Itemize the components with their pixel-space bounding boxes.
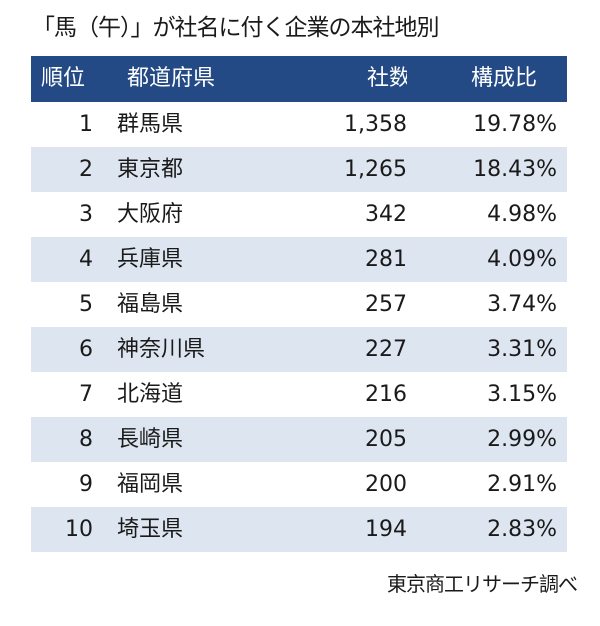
table-title: 「馬（午）」が社名に付く企業の本社地別 bbox=[32, 15, 439, 41]
count-cell: 205 bbox=[263, 417, 407, 462]
table-row: 9 福岡県 200 2.91% bbox=[31, 462, 567, 507]
count-cell: 227 bbox=[263, 327, 407, 372]
count-cell: 1,358 bbox=[344, 111, 407, 137]
prefecture-cell: 埼玉県 bbox=[93, 507, 263, 552]
table-row: 8 長崎県 205 2.99% bbox=[31, 417, 567, 462]
prefecture-cell: 東京都 bbox=[93, 147, 263, 192]
header-count: 社数 bbox=[263, 56, 407, 102]
count-cell: 200 bbox=[365, 471, 407, 497]
ratio-cell: 3.74% bbox=[487, 291, 557, 317]
table-row: 5 福島県 257 3.74% bbox=[31, 282, 567, 327]
prefecture-cell: 神奈川県 bbox=[93, 327, 263, 372]
count-cell: 342 bbox=[365, 201, 407, 227]
ratio-cell: 3.15% bbox=[487, 381, 557, 407]
table-row: 2 東京都 1,265 18.43% bbox=[31, 147, 567, 192]
prefecture-cell: 大阪府 bbox=[117, 201, 184, 227]
count-cell: 257 bbox=[365, 291, 407, 317]
ratio-cell: 19.78% bbox=[473, 111, 557, 137]
prefecture-cell: 群馬県 bbox=[117, 111, 184, 137]
header-ratio: 構成比 bbox=[407, 56, 567, 102]
rank-cell: 6 bbox=[31, 327, 93, 372]
table-row: 10 埼玉県 194 2.83% bbox=[31, 507, 567, 552]
prefecture-cell: 福島県 bbox=[117, 291, 184, 317]
rank-cell: 9 bbox=[79, 471, 93, 497]
ratio-cell: 4.09% bbox=[407, 237, 567, 282]
count-cell: 1,265 bbox=[263, 147, 407, 192]
table-row: 3 大阪府 342 4.98% bbox=[31, 192, 567, 237]
ratio-cell: 2.99% bbox=[407, 417, 567, 462]
prefecture-cell: 福岡県 bbox=[117, 471, 184, 497]
rank-cell: 2 bbox=[31, 147, 93, 192]
header-rank: 順位 bbox=[31, 56, 93, 102]
rank-cell: 1 bbox=[79, 111, 93, 137]
rank-cell: 5 bbox=[79, 291, 93, 317]
rank-cell: 4 bbox=[31, 237, 93, 282]
table-header-row: 順位 都道府県 社数 構成比 bbox=[31, 56, 567, 102]
ratio-cell: 3.31% bbox=[407, 327, 567, 372]
prefecture-cell: 北海道 bbox=[117, 381, 184, 407]
header-prefecture: 都道府県 bbox=[93, 56, 263, 102]
prefecture-cell: 兵庫県 bbox=[93, 237, 263, 282]
rank-cell: 3 bbox=[79, 201, 93, 227]
table-row: 1 群馬県 1,358 19.78% bbox=[31, 102, 567, 147]
page-wrapper: 「馬（午）」が社名に付く企業の本社地別 順位 都道府県 社数 構成比 1 群馬県 1… bbox=[31, 15, 578, 596]
count-cell: 216 bbox=[365, 381, 407, 407]
ratio-cell: 2.83% bbox=[407, 507, 567, 552]
ratio-cell: 2.91% bbox=[487, 471, 557, 497]
ratio-cell: 4.98% bbox=[487, 201, 557, 227]
rank-cell: 10 bbox=[31, 507, 93, 552]
rank-cell: 8 bbox=[31, 417, 93, 462]
prefecture-table: 順位 都道府県 社数 構成比 1 群馬県 1,358 19.78% 2 東京都 1,265 1… bbox=[31, 56, 567, 552]
table-row: 7 北海道 216 3.15% bbox=[31, 372, 567, 417]
rank-cell: 7 bbox=[79, 381, 93, 407]
count-cell: 194 bbox=[263, 507, 407, 552]
ratio-cell: 18.43% bbox=[407, 147, 567, 192]
table-row: 4 兵庫県 281 4.09% bbox=[31, 237, 567, 282]
count-cell: 281 bbox=[263, 237, 407, 282]
table-row: 6 神奈川県 227 3.31% bbox=[31, 327, 567, 372]
prefecture-cell: 長崎県 bbox=[93, 417, 263, 462]
source-note: 東京商工リサーチ調べ bbox=[387, 572, 578, 596]
